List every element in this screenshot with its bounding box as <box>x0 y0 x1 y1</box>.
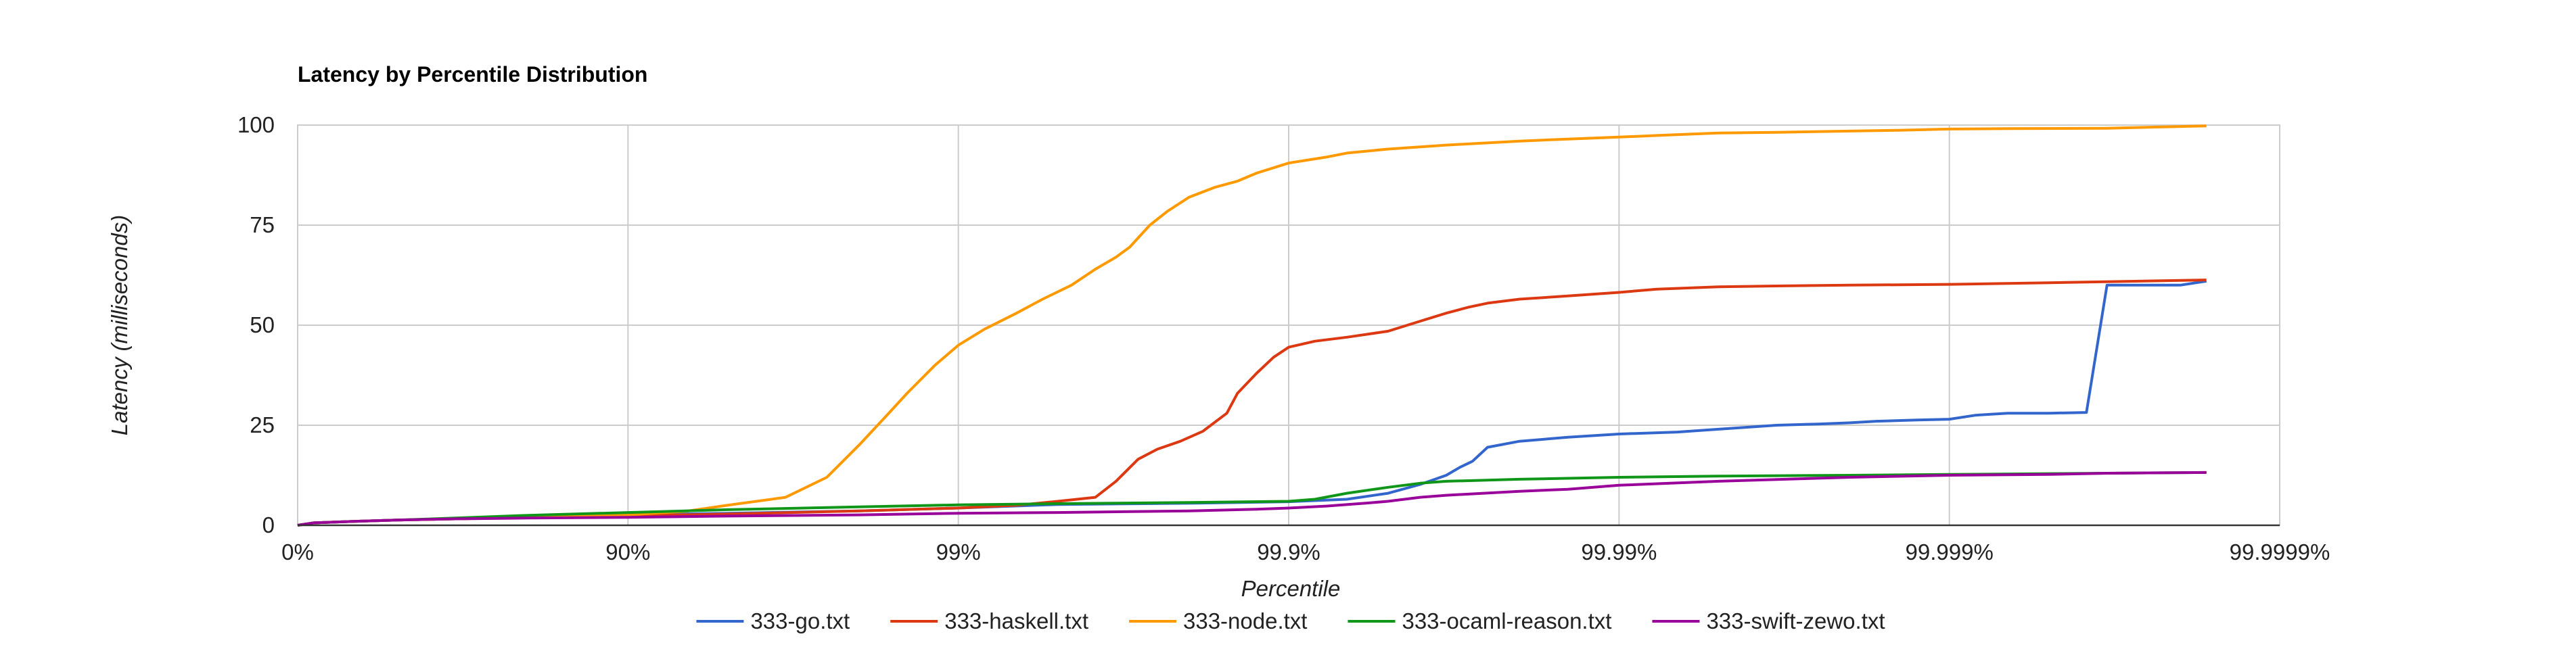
x-tick-label: 90% <box>605 539 650 564</box>
legend-label: 333-go.txt <box>750 608 850 633</box>
x-tick-label: 99% <box>936 539 981 564</box>
x-tick-label: 99.9% <box>1257 539 1320 564</box>
x-tick-label: 99.9999% <box>2230 539 2330 564</box>
series-line-2 <box>297 124 2207 527</box>
y-tick-label: 50 <box>250 312 275 337</box>
legend-label: 333-node.txt <box>1183 608 1307 633</box>
legend-label: 333-swift-zewo.txt <box>1706 608 1885 633</box>
y-tick-label: 25 <box>250 412 275 437</box>
legend-item-2[interactable]: 333-node.txt <box>1129 608 1307 633</box>
legend-item-3[interactable]: 333-ocaml-reason.txt <box>1348 608 1611 633</box>
series-line-4 <box>297 471 2207 527</box>
x-axis-title: Percentile <box>1241 576 1341 601</box>
x-tick-label: 0% <box>281 539 314 564</box>
series-lines <box>297 124 2207 527</box>
y-axis-title: Latency (milliseconds) <box>107 215 132 435</box>
legend-item-4[interactable]: 333-swift-zewo.txt <box>1652 608 1885 633</box>
legend: 333-go.txt 333-haskell.txt 333-node.txt 333… <box>696 608 1885 633</box>
legend-item-1[interactable]: 333-haskell.txt <box>890 608 1088 633</box>
legend-item-0[interactable]: 333-go.txt <box>696 608 850 633</box>
chart-title: Latency by Percentile Distribution <box>298 62 647 87</box>
x-tick-label: 99.99% <box>1581 539 1657 564</box>
legend-label: 333-haskell.txt <box>944 608 1088 633</box>
x-tick-label: 99.999% <box>1906 539 1994 564</box>
legend-label: 333-ocaml-reason.txt <box>1402 608 1611 633</box>
series-line-0 <box>297 279 2207 527</box>
y-tick-label: 0 <box>262 512 275 537</box>
y-tick-label: 100 <box>237 112 275 137</box>
axes: 0 25 50 75 100 0% 90% 99% 99.9% 99.99% 99.999% 99.9… <box>237 112 2330 564</box>
y-tick-label: 75 <box>250 212 275 237</box>
series-line-1 <box>297 279 2207 527</box>
gridlines <box>297 124 2280 526</box>
